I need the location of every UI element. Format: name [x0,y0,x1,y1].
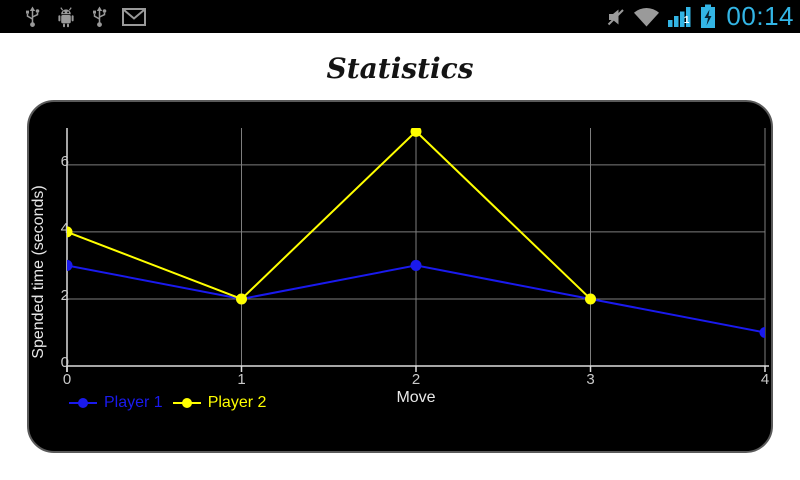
x-tick-label: 3 [586,371,594,388]
chart-panel: 0 1 2 3 4 0 2 4 6 Move Spended time (seconds) Play… [27,100,773,453]
gmail-icon [122,7,146,26]
y-tick-label: 0 [61,354,69,371]
legend-item-player-2: Player 2 [172,394,267,411]
x-tick-label: 4 [761,371,769,388]
x-tick-label: 1 [237,371,245,388]
y-axis-label: Spended time (seconds) [30,185,47,358]
series-line [67,129,592,301]
usb-icon [24,6,41,28]
page-title: Statistics [326,52,474,85]
mute-icon [606,7,626,27]
data-point [759,326,765,338]
legend-item-player-1: Player 1 [69,395,163,411]
x-axis-label: Move [396,389,435,406]
x-tick-label: 0 [63,371,71,388]
line-chart: 0 1 2 3 4 0 2 4 6 Move Spended time (seconds) [30,128,769,406]
adb-debug-icon [55,6,77,28]
usb-icon [91,6,108,28]
data-point [67,226,73,238]
y-tick-label: 6 [61,153,69,170]
legend-label-player-2: Player 2 [207,394,267,411]
legend-label-player-1: Player 1 [104,394,163,411]
battery-charging-icon [700,4,716,29]
data-point [410,128,422,137]
signal-strength-icon: 1 [667,6,693,27]
wifi-icon [633,7,660,27]
data-point [410,259,422,271]
data-point [585,293,596,305]
legend-marker-player-1-icon [69,396,97,410]
x-tick-label: 2 [412,371,420,388]
status-clock: 00:14 [726,1,794,31]
y-tick-label: 2 [61,287,69,304]
data-point [236,293,247,305]
legend-marker-player-2-icon [172,396,201,410]
y-tick-label: 4 [61,220,69,237]
status-bar[interactable]: 1 00:14 [0,0,800,33]
signal-badge: 1 [683,15,690,26]
data-point [67,259,73,271]
chart-legend: Player 1 Player 2 [69,395,266,411]
status-bar-right: 1 00:14 [606,0,794,33]
status-bar-left [24,6,146,28]
